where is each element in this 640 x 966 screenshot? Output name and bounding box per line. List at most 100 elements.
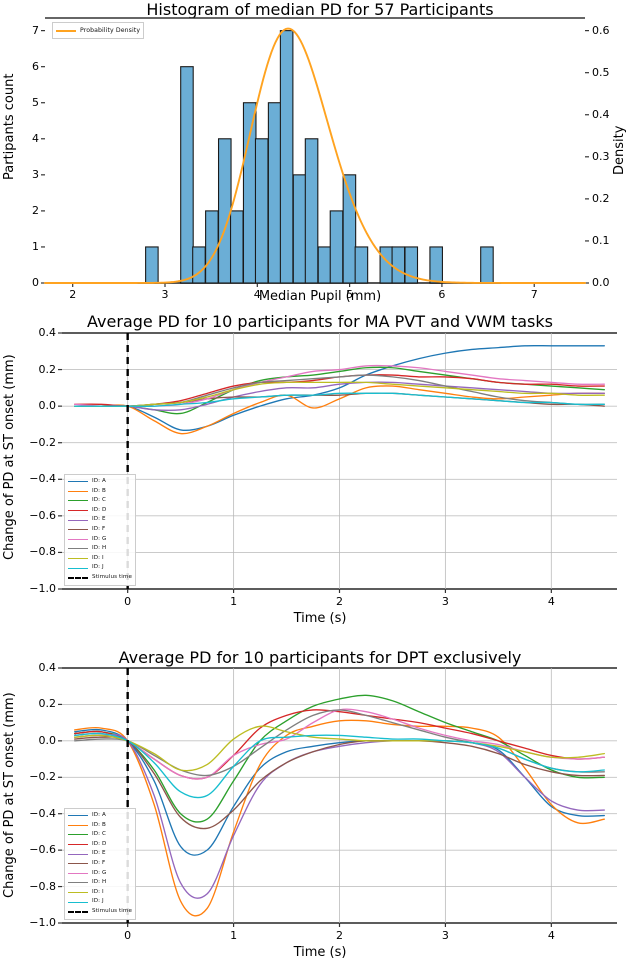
mapvt-legend[interactable]: ID: A ID: B ID: C ID: D ID: E ID: F ID: G ID: H… xyxy=(64,474,137,586)
dpt-series-line xyxy=(74,694,605,823)
dpt-series-line xyxy=(74,719,605,917)
legend-color-swatch-icon xyxy=(68,510,88,512)
histogram-bar xyxy=(229,210,244,284)
mapvt-ytick-label: 0.2 xyxy=(38,362,57,376)
dpt-legend-item[interactable]: ID: G xyxy=(68,869,132,879)
mapvt-ylabel: Change of PD at ST onset (mm) xyxy=(2,354,17,560)
legend-color-swatch-icon xyxy=(68,548,88,550)
histogram-bar xyxy=(217,138,232,284)
dpt-legend[interactable]: ID: A ID: B ID: C ID: D ID: E ID: F ID: G ID: H… xyxy=(64,808,137,920)
histogram-ytick-label-right: 0.6 xyxy=(592,23,610,37)
dpt-legend-item[interactable]: ID: B xyxy=(68,821,132,831)
histogram-ytick-label-right: 0.5 xyxy=(592,65,610,79)
mapvt-legend-label: ID: C xyxy=(92,497,107,504)
histogram-ytick-label: 6 xyxy=(32,59,39,73)
dpt-legend-item[interactable]: ID: D xyxy=(68,840,132,850)
histogram-xtick-label: 3 xyxy=(161,288,169,301)
dpt-legend-item[interactable]: ID: C xyxy=(68,830,132,840)
mapvt-legend-item[interactable]: ID: I xyxy=(68,554,132,564)
histogram-bar xyxy=(205,210,219,284)
panel-histogram: Histogram of median PD for 57 Participan… xyxy=(0,0,640,310)
legend-color-swatch-icon xyxy=(68,853,88,855)
histogram-ytick-label: 0 xyxy=(32,276,39,289)
dpt-legend-item[interactable]: ID: H xyxy=(68,878,132,888)
histogram-plot-area xyxy=(41,17,589,287)
dpt-ytick-label: 0.2 xyxy=(38,697,57,711)
histogram-bar xyxy=(242,102,257,284)
dpt-xlabel: Time (s) xyxy=(293,945,347,960)
mapvt-ytick-label: −0.6 xyxy=(29,508,56,522)
dpt-legend-item[interactable]: ID: I xyxy=(68,888,132,898)
dpt-legend-item[interactable]: ID: A xyxy=(68,811,132,821)
mapvt-legend-item[interactable]: ID: F xyxy=(68,525,132,535)
mapvt-series-line xyxy=(74,381,605,412)
mapvt-ytick-label: −0.8 xyxy=(29,545,56,559)
mapvt-legend-item[interactable]: ID: G xyxy=(68,535,132,545)
mapvt-ytick-label: −0.4 xyxy=(29,472,56,486)
histogram-ytick-label-right: 0.4 xyxy=(592,107,610,121)
dpt-legend-label: ID: F xyxy=(92,859,106,866)
dpt-legend-label: ID: C xyxy=(92,831,107,838)
histogram-bar xyxy=(145,246,159,284)
mapvt-series-line xyxy=(74,385,605,435)
histogram-bar xyxy=(329,210,344,284)
histogram-legend[interactable]: Probability Density xyxy=(52,22,145,39)
dpt-legend-label: ID: J xyxy=(92,898,104,905)
dpt-legend-label: ID: E xyxy=(92,850,106,857)
mapvt-legend-item[interactable]: ID: C xyxy=(68,496,132,506)
histogram-ytick-label: 1 xyxy=(32,239,39,253)
dpt-legend-item[interactable]: ID: J xyxy=(68,897,132,907)
mapvt-legend-item[interactable]: ID: A xyxy=(68,477,132,487)
histogram-bar xyxy=(192,246,206,284)
mapvt-legend-item[interactable]: Stimulus time xyxy=(68,573,132,583)
histogram-ytick-label-right: 0.2 xyxy=(592,191,610,205)
mapvt-legend-item[interactable]: ID: E xyxy=(68,515,132,525)
dpt-legend-label: ID: I xyxy=(92,888,104,895)
dpt-legend-item[interactable]: ID: F xyxy=(68,859,132,869)
mapvt-series-line xyxy=(74,344,605,432)
histogram-ytick-label-right: 0.3 xyxy=(592,149,610,163)
panel-average-pd-ma-pvt-vwm: Average PD for 10 participants for MA PV… xyxy=(0,310,640,640)
legend-color-swatch-icon xyxy=(68,500,88,502)
histogram-bar xyxy=(429,246,443,284)
histogram-xlabel: Median Pupil (mm) xyxy=(258,289,382,304)
legend-color-swatch-icon xyxy=(68,834,88,836)
histogram-legend-label: Probability Density xyxy=(80,26,141,34)
mapvt-xtick-label: 1 xyxy=(230,595,238,608)
mapvt-legend-label: ID: I xyxy=(92,554,104,561)
mapvt-legend-label: ID: F xyxy=(92,525,106,532)
mapvt-legend-item[interactable]: ID: H xyxy=(68,544,132,554)
mapvt-legend-item[interactable]: ID: D xyxy=(68,506,132,516)
legend-color-swatch-icon xyxy=(68,490,88,492)
dpt-title: Average PD for 10 participants for DPT e… xyxy=(118,648,522,667)
dpt-series-line xyxy=(74,725,605,772)
histogram-ytick-label: 4 xyxy=(32,131,39,145)
mapvt-legend-item[interactable]: ID: J xyxy=(68,563,132,573)
histogram-bar xyxy=(480,246,494,284)
mapvt-legend-item[interactable]: ID: B xyxy=(68,487,132,497)
dpt-ytick-label: 0.0 xyxy=(38,733,57,747)
histogram-svg xyxy=(41,17,589,287)
mapvt-ytick-label: −0.2 xyxy=(29,435,56,449)
histogram-legend-item[interactable]: Probability Density xyxy=(56,25,140,36)
mapvt-xtick-label: 4 xyxy=(547,595,555,608)
legend-color-swatch-icon xyxy=(56,29,76,32)
legend-color-swatch-icon xyxy=(68,910,88,913)
legend-color-swatch-icon xyxy=(68,863,88,865)
mapvt-xlabel: Time (s) xyxy=(293,611,347,626)
dpt-xtick-label: 1 xyxy=(230,929,238,942)
dpt-legend-item[interactable]: ID: E xyxy=(68,849,132,859)
mapvt-ytick-label: −1.0 xyxy=(29,582,56,595)
dpt-legend-label: ID: B xyxy=(92,821,106,828)
legend-color-swatch-icon xyxy=(68,481,88,483)
histogram-xtick-label: 7 xyxy=(530,288,538,301)
histogram-ytick-label: 3 xyxy=(32,167,39,181)
histogram-bar xyxy=(354,246,369,284)
dpt-svg xyxy=(58,667,617,927)
histogram-bar xyxy=(391,246,406,284)
dpt-legend-item[interactable]: Stimulus time xyxy=(68,907,132,917)
dpt-ytick-label: 0.4 xyxy=(38,661,57,674)
mapvt-legend-label: ID: A xyxy=(92,478,106,484)
histogram-bar xyxy=(254,138,269,284)
dpt-ytick-label: −1.0 xyxy=(29,916,56,929)
